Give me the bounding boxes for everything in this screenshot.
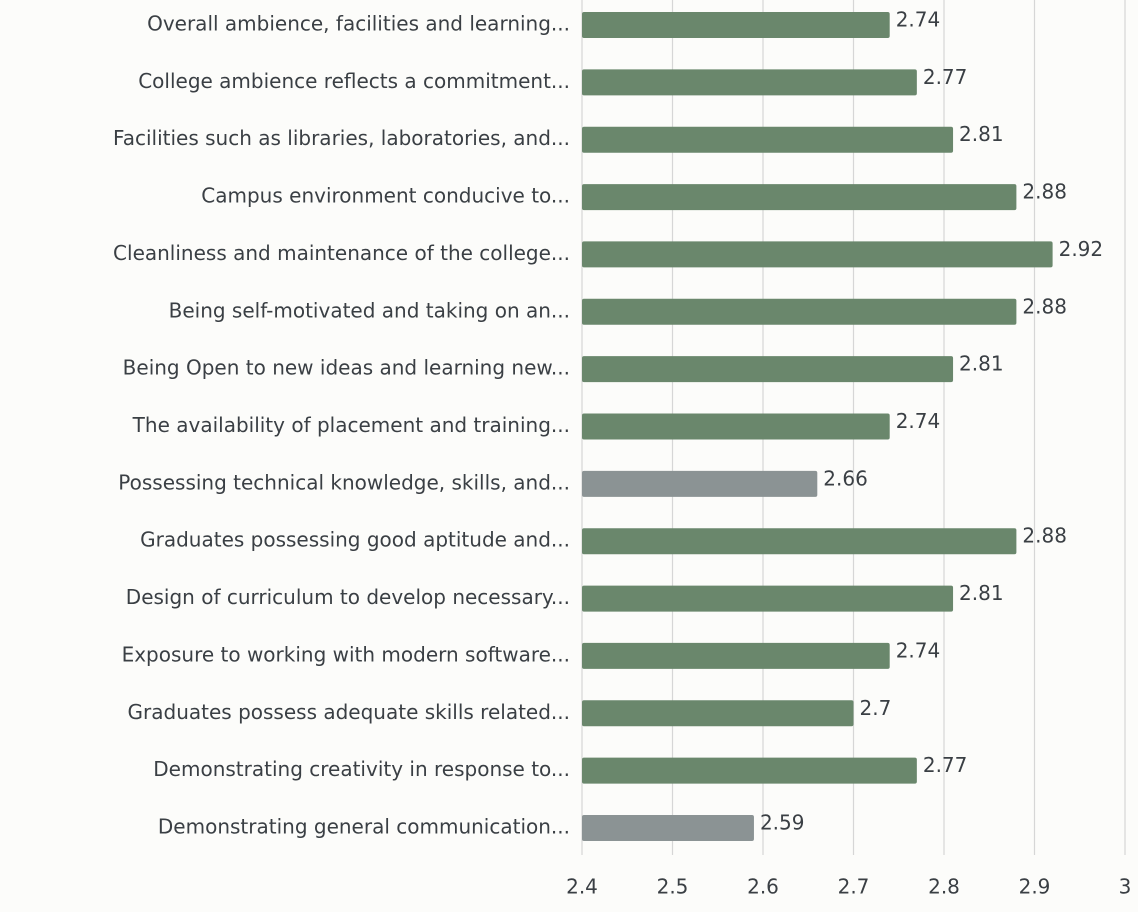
category-label: Graduates possessing good aptitude and..… — [140, 528, 570, 552]
value-label: 2.81 — [959, 122, 1004, 146]
x-tick-label: 3 — [1119, 875, 1132, 899]
value-label: 2.74 — [896, 409, 941, 433]
bar — [582, 700, 854, 727]
bar — [582, 12, 890, 38]
value-label: 2.92 — [1059, 237, 1104, 261]
category-label: Demonstrating creativity in response to.… — [153, 757, 570, 781]
category-label: The availability of placement and traini… — [132, 413, 570, 437]
bar — [582, 184, 1017, 211]
x-tick-label: 2.6 — [747, 875, 779, 899]
category-label: Facilities such as libraries, laboratori… — [113, 126, 570, 150]
value-label: 2.88 — [1022, 524, 1067, 548]
category-label: Cleanliness and maintenance of the colle… — [113, 241, 570, 265]
value-label: 2.88 — [1022, 294, 1067, 318]
category-label: Exposure to working with modern software… — [122, 642, 570, 666]
category-label: College ambience reflects a commitment..… — [138, 69, 570, 93]
bar — [582, 470, 818, 497]
category-label: Possessing technical knowledge, skills, … — [118, 470, 570, 494]
value-label: 2.7 — [860, 696, 892, 720]
value-label: 2.74 — [896, 638, 941, 662]
bar — [582, 69, 917, 96]
value-label: 2.88 — [1022, 180, 1067, 204]
value-label: 2.77 — [923, 65, 968, 89]
category-label: Campus environment conducive to... — [201, 184, 570, 208]
category-label: Being self-motivated and taking on an... — [169, 298, 570, 322]
x-tick-label: 2.5 — [657, 875, 689, 899]
category-label: Demonstrating general communication... — [158, 815, 570, 839]
value-label: 2.59 — [760, 811, 805, 835]
x-tick-label: 2.7 — [838, 875, 870, 899]
bar — [582, 413, 890, 440]
x-tick-label: 2.9 — [1019, 875, 1051, 899]
category-label: Overall ambience, facilities and learnin… — [147, 12, 570, 36]
value-label: 2.81 — [959, 581, 1004, 605]
bar — [582, 528, 1017, 555]
bar — [582, 642, 890, 669]
x-tick-label: 2.8 — [928, 875, 960, 899]
category-label: Graduates possess adequate skills relate… — [128, 700, 570, 724]
category-label: Design of curriculum to develop necessar… — [126, 585, 570, 609]
bar — [582, 815, 754, 841]
bar — [582, 126, 954, 153]
category-label: Being Open to new ideas and learning new… — [123, 356, 570, 380]
value-label: 2.77 — [923, 753, 968, 777]
bar — [582, 241, 1053, 268]
bar — [582, 585, 954, 612]
x-tick-label: 2.4 — [566, 875, 598, 899]
value-label: 2.74 — [896, 8, 941, 32]
bar — [582, 757, 917, 784]
value-label: 2.66 — [823, 466, 868, 490]
bar — [582, 298, 1017, 325]
value-label: 2.81 — [959, 352, 1004, 376]
bar — [582, 356, 954, 383]
